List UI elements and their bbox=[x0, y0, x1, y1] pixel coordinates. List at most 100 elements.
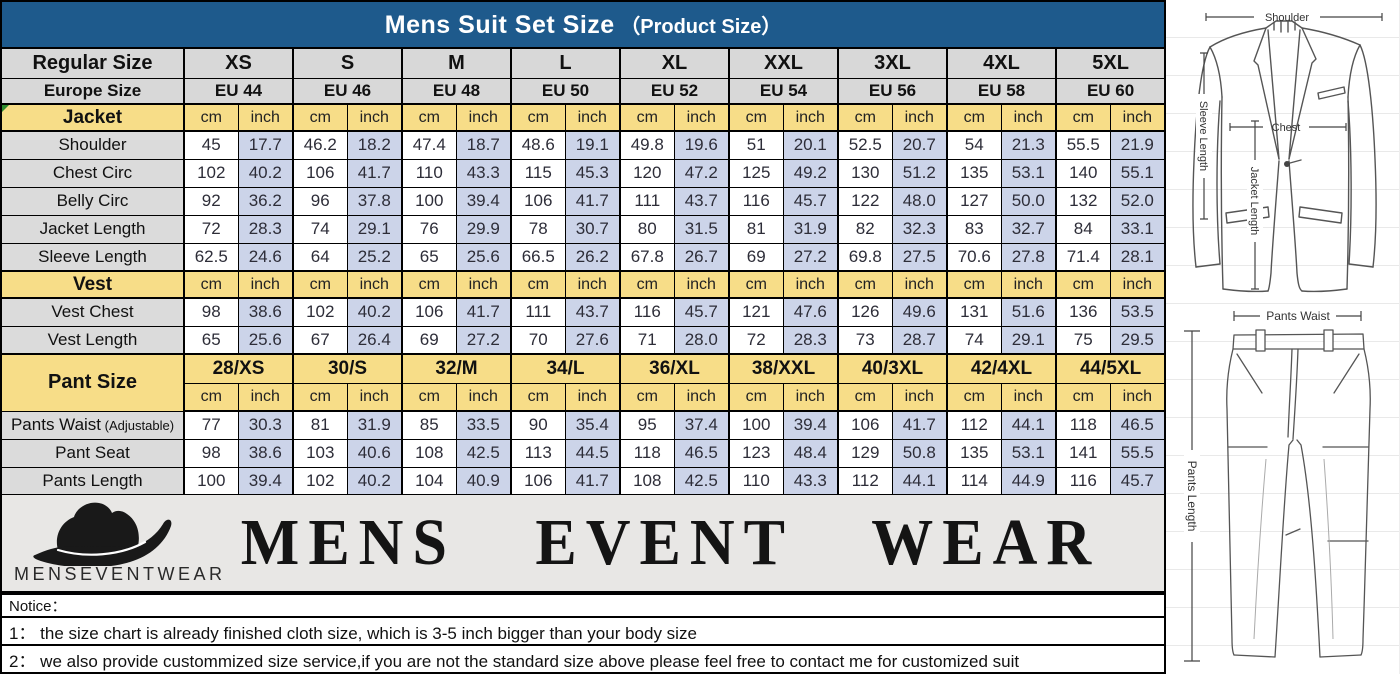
inch-value: 30.3 bbox=[237, 410, 294, 440]
inch-value: 45.7 bbox=[782, 186, 839, 216]
cm-value: 48.6 bbox=[510, 130, 566, 160]
brand-logo: MENSEVENTWEAR bbox=[2, 496, 226, 590]
inch-value: 33.5 bbox=[455, 410, 512, 440]
unit-inch-header: inch bbox=[891, 103, 948, 132]
inch-value: 39.4 bbox=[782, 410, 839, 440]
eu-size-header: EU 44 bbox=[183, 77, 294, 105]
cm-value: 70 bbox=[510, 325, 566, 355]
jacket-chest-label: Chest bbox=[1272, 122, 1301, 134]
fedora-hat-icon bbox=[33, 502, 172, 566]
inch-value: 32.3 bbox=[891, 214, 948, 244]
table-row: Mens Suit Set Size （Product Size） bbox=[0, 0, 1166, 49]
inch-value: 44.9 bbox=[1000, 466, 1057, 496]
cm-value: 127 bbox=[946, 186, 1002, 216]
unit-inch-header: inch bbox=[455, 382, 512, 412]
cm-value: 126 bbox=[837, 297, 893, 327]
row-label: Vest Length bbox=[0, 325, 185, 355]
measurement-diagrams-panel: Shoulder Chest Jacket Length Sleeve Leng… bbox=[1166, 0, 1400, 674]
inch-value: 51.2 bbox=[891, 158, 948, 188]
unit-inch-header: inch bbox=[237, 103, 294, 132]
cm-value: 74 bbox=[946, 325, 1002, 355]
table-row: cm inch cm inch cm inch cm inch cm inch cm inch cm in… bbox=[1, 382, 1166, 412]
inch-value: 44.1 bbox=[1000, 410, 1057, 440]
unit-cm-header: cm bbox=[728, 382, 784, 412]
chart-title-paren: （Product Size） bbox=[614, 15, 782, 38]
regular-size-label: Regular Size bbox=[0, 47, 185, 79]
inch-value: 30.7 bbox=[564, 214, 621, 244]
cm-value: 80 bbox=[619, 214, 675, 244]
table-row: Jacket Length 72 28.3 74 29.1 76 29.9 78 30.7 80 3… bbox=[0, 214, 1166, 244]
inch-value: 43.7 bbox=[673, 186, 730, 216]
table-row: Europe Size EU 44 EU 46 EU 48 EU 50 EU 52 EU 5… bbox=[0, 77, 1166, 105]
inch-value: 26.4 bbox=[346, 325, 403, 355]
pant-size-header: 42/4XL bbox=[946, 353, 1057, 384]
table-row: Pants Waist (Adjustable) 77 30.3 81 31.9 85 33… bbox=[0, 410, 1166, 440]
unit-cm-header: cm bbox=[837, 270, 893, 299]
inch-value: 47.2 bbox=[673, 158, 730, 188]
row-label: Jacket Length bbox=[0, 214, 185, 244]
cm-value: 125 bbox=[728, 158, 784, 188]
cm-value: 103 bbox=[292, 438, 348, 468]
unit-cm-header: cm bbox=[619, 382, 675, 412]
inch-value: 41.7 bbox=[455, 297, 512, 327]
inch-value: 25.6 bbox=[237, 325, 294, 355]
inch-value: 45.3 bbox=[564, 158, 621, 188]
inch-value: 27.5 bbox=[891, 242, 948, 272]
unit-cm-header: cm bbox=[510, 382, 566, 412]
cm-value: 65 bbox=[183, 325, 239, 355]
unit-cm-header: cm bbox=[728, 270, 784, 299]
brand-name-small: MENSEVENTWEAR bbox=[14, 564, 226, 584]
inch-value: 43.3 bbox=[455, 158, 512, 188]
europe-size-label: Europe Size bbox=[0, 77, 185, 105]
cm-value: 72 bbox=[728, 325, 784, 355]
cm-value: 106 bbox=[292, 158, 348, 188]
pants-waist-label: Pants Waist bbox=[1266, 309, 1330, 323]
unit-cm-header: cm bbox=[401, 270, 457, 299]
unit-cm-header: cm bbox=[619, 270, 675, 299]
cm-value: 140 bbox=[1055, 158, 1111, 188]
row-label: Shoulder bbox=[0, 130, 185, 160]
cm-value: 72 bbox=[183, 214, 239, 244]
cm-value: 54 bbox=[946, 130, 1002, 160]
cm-value: 70.6 bbox=[946, 242, 1002, 272]
cm-value: 112 bbox=[946, 410, 1002, 440]
inch-value: 26.2 bbox=[564, 242, 621, 272]
inch-value: 45.7 bbox=[673, 297, 730, 327]
cm-value: 74 bbox=[292, 214, 348, 244]
inch-value: 17.7 bbox=[237, 130, 294, 160]
unit-cm-header: cm bbox=[946, 270, 1002, 299]
brand-banner: MENSEVENTWEAR MENS EVENT WEAR bbox=[0, 495, 1166, 593]
pant-size-header: 40/3XL bbox=[837, 353, 948, 384]
inch-value: 40.2 bbox=[346, 297, 403, 327]
inch-value: 41.7 bbox=[564, 186, 621, 216]
section-label: Jacket bbox=[0, 103, 185, 132]
cm-value: 81 bbox=[728, 214, 784, 244]
inch-value: 40.2 bbox=[346, 466, 403, 496]
cm-value: 76 bbox=[401, 214, 457, 244]
inch-value: 47.6 bbox=[782, 297, 839, 327]
row-label: Vest Chest bbox=[0, 297, 185, 327]
inch-value: 28.3 bbox=[237, 214, 294, 244]
inch-value: 29.5 bbox=[1109, 325, 1166, 355]
pant-size-label: Pant Size bbox=[0, 353, 185, 412]
inch-value: 45.7 bbox=[1109, 466, 1166, 496]
inch-value: 53.5 bbox=[1109, 297, 1166, 327]
cm-value: 96 bbox=[292, 186, 348, 216]
pants-measure-diagram: Pants Waist Pants Length bbox=[1184, 309, 1371, 662]
size-header: L bbox=[510, 47, 621, 79]
inch-value: 31.5 bbox=[673, 214, 730, 244]
cm-value: 100 bbox=[728, 410, 784, 440]
cm-value: 106 bbox=[401, 297, 457, 327]
cm-value: 108 bbox=[401, 438, 457, 468]
table-row: Sleeve Length 62.5 24.6 64 25.2 65 25.6 66.5 26.… bbox=[0, 242, 1166, 272]
cm-value: 110 bbox=[401, 158, 457, 188]
cm-value: 45 bbox=[183, 130, 239, 160]
size-header: 4XL bbox=[946, 47, 1057, 79]
inch-value: 50.8 bbox=[891, 438, 948, 468]
cm-value: 141 bbox=[1055, 438, 1111, 468]
unit-inch-header: inch bbox=[1109, 382, 1166, 412]
unit-inch-header: inch bbox=[564, 270, 621, 299]
size-header: XL bbox=[619, 47, 730, 79]
inch-value: 49.2 bbox=[782, 158, 839, 188]
cm-value: 100 bbox=[401, 186, 457, 216]
